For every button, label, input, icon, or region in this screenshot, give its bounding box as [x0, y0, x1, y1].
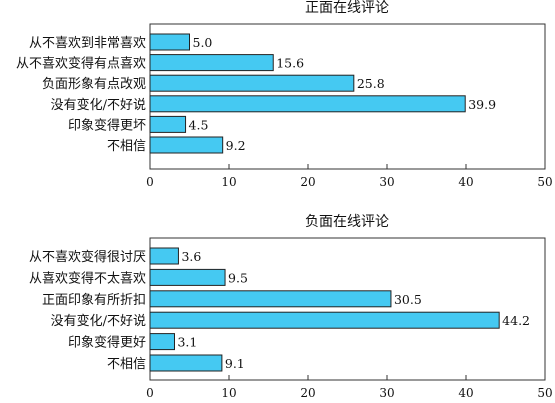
- chart-panel-positive: 正面在线评论 从不喜欢到非常喜欢从不喜欢变得有点喜欢负面形象有点改观没有变化/不…: [16, 0, 553, 189]
- category-label-group: 从不喜欢变得很讨厌从喜欢变得不太喜欢正面印象有所折扣没有变化/不好说印象变得更好…: [29, 249, 146, 372]
- x-tick-label: 30: [379, 175, 394, 189]
- category-label: 印象变得更坏: [68, 117, 146, 133]
- bar: [149, 333, 175, 351]
- bar: [149, 115, 187, 133]
- category-label: 不相信: [107, 139, 146, 154]
- chart-panel-negative: 负面在线评论 从不喜欢变得很讨厌从喜欢变得不太喜欢正面印象有所折扣没有变化/不好…: [29, 214, 553, 400]
- value-label: 39.9: [468, 97, 496, 112]
- value-label: 3.6: [181, 249, 201, 264]
- x-tick-label: 50: [537, 386, 552, 400]
- bar: [149, 74, 355, 92]
- value-label: 44.2: [502, 313, 530, 328]
- x-tick-label: 0: [146, 175, 154, 189]
- category-label: 没有变化/不好说: [51, 313, 146, 329]
- chart-title: 正面在线评论: [305, 0, 389, 16]
- bar: [149, 354, 223, 372]
- bar: [149, 268, 226, 286]
- x-tick-label: 20: [300, 175, 315, 189]
- category-label: 负面形象有点改观: [42, 77, 146, 92]
- x-tick-label: 40: [458, 386, 473, 400]
- value-label: 15.6: [276, 56, 304, 71]
- x-tick-label: 10: [221, 175, 236, 189]
- x-tick-label: 10: [221, 386, 236, 400]
- bar: [149, 95, 466, 113]
- value-label: 9.5: [228, 270, 248, 285]
- category-label-group: 从不喜欢到非常喜欢从不喜欢变得有点喜欢负面形象有点改观没有变化/不好说印象变得更…: [16, 36, 146, 154]
- bar: [149, 247, 179, 265]
- x-axis-ticks: 0 10 20 30 40 50: [146, 375, 553, 400]
- category-label: 印象变得更好: [68, 335, 146, 351]
- value-label-group: 3.6 9.5 30.5 44.2 3.1 9.1: [177, 249, 530, 371]
- x-tick-label: 20: [300, 386, 315, 400]
- value-label: 9.2: [226, 138, 246, 153]
- bar: [149, 33, 190, 51]
- category-label: 正面印象有所折扣: [42, 293, 146, 308]
- bar: [149, 54, 274, 72]
- category-label: 没有变化/不好说: [51, 97, 146, 113]
- x-axis-ticks: 0 10 20 30 40 50: [146, 164, 553, 189]
- value-label: 3.1: [177, 335, 197, 350]
- value-label: 4.5: [189, 117, 209, 132]
- x-tick-label: 40: [458, 175, 473, 189]
- x-tick-label: 50: [537, 175, 552, 189]
- category-label: 从不喜欢变得很讨厌: [29, 249, 146, 265]
- value-label: 5.0: [193, 35, 213, 50]
- bar-group: [149, 33, 466, 154]
- value-label: 30.5: [394, 292, 422, 307]
- value-label: 9.1: [225, 356, 245, 371]
- bar-group: [149, 247, 500, 372]
- value-label-group: 5.0 15.6 25.8 39.9 4.5 9.2: [189, 35, 497, 153]
- value-label: 25.8: [357, 76, 385, 91]
- bar: [149, 136, 224, 154]
- category-label: 从喜欢变得不太喜欢: [29, 270, 146, 286]
- bar: [149, 290, 392, 308]
- category-label: 不相信: [107, 357, 146, 372]
- category-label: 从不喜欢到非常喜欢: [29, 36, 146, 51]
- category-label: 从不喜欢变得有点喜欢: [16, 56, 146, 72]
- x-tick-label: 0: [146, 386, 154, 400]
- bar: [149, 311, 500, 329]
- plot-frame: [149, 237, 546, 381]
- x-tick-label: 30: [379, 386, 394, 400]
- chart-title: 负面在线评论: [305, 214, 389, 230]
